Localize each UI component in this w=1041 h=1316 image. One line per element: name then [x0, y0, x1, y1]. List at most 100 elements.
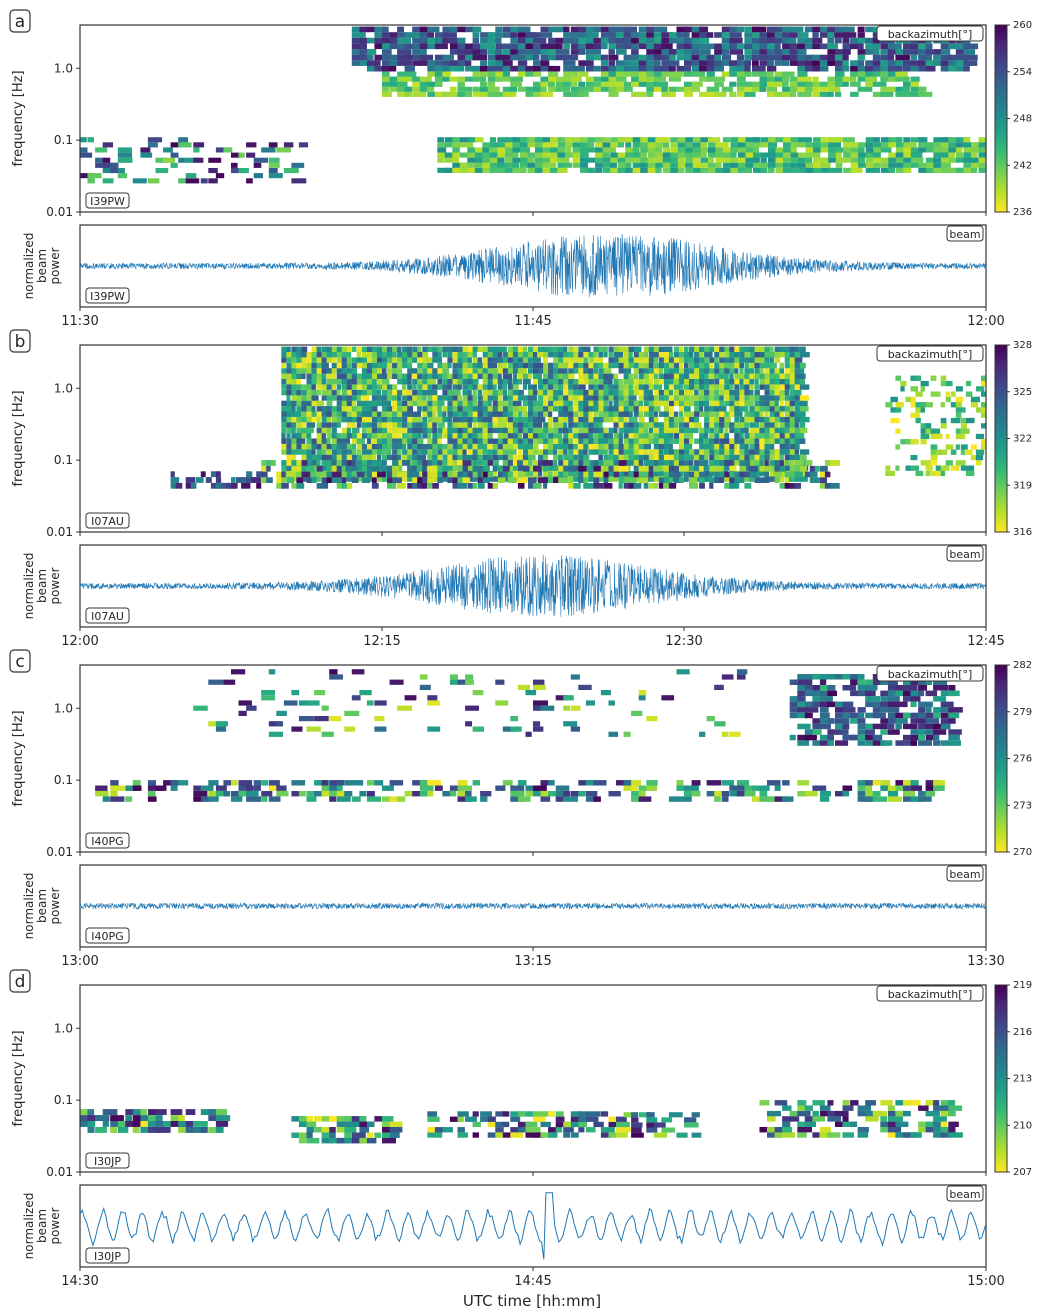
detection-cell: [281, 416, 289, 423]
detection-cell: [628, 433, 638, 439]
detection-cell: [925, 423, 932, 429]
detection-cell: [392, 384, 398, 390]
detection-cell: [694, 395, 703, 401]
detection-cell: [563, 721, 578, 727]
detection-cell: [857, 60, 865, 66]
detection-cell: [865, 137, 877, 143]
detection-cell: [903, 43, 916, 50]
detection-cell: [842, 32, 857, 38]
detection-cell: [835, 723, 847, 730]
detection-cell: [828, 167, 843, 173]
detection-cell: [480, 65, 488, 72]
x-tick-label: 12:00: [61, 634, 98, 649]
detection-cell: [940, 718, 955, 724]
detection-cell: [568, 346, 574, 352]
detection-cell: [402, 454, 413, 461]
detection-cell: [734, 416, 740, 423]
detection-cell: [578, 352, 585, 358]
detection-cell: [316, 379, 323, 385]
detection-cell: [522, 384, 528, 390]
beam-label-box: [946, 865, 984, 882]
detection-cell: [467, 422, 472, 428]
detection-cell: [447, 449, 453, 455]
detection-cell: [512, 357, 519, 363]
detection-cell: [356, 384, 364, 390]
detection-cell: [797, 26, 804, 33]
detection-cell: [570, 76, 582, 82]
detection-cell: [392, 416, 401, 423]
detection-cell: [452, 443, 461, 450]
detection-cell: [797, 690, 807, 697]
detection-cell: [631, 71, 641, 77]
detection-cell: [593, 416, 603, 423]
detection-cell: [963, 162, 977, 168]
detection-cell: [170, 1115, 180, 1121]
detection-cell: [613, 449, 623, 455]
detection-cell: [527, 162, 543, 168]
detection-cell: [673, 357, 684, 363]
detection-cell: [585, 65, 601, 72]
detection-cell: [543, 443, 550, 450]
detection-cell: [563, 454, 571, 461]
detection-cell: [797, 674, 810, 680]
detection-cell: [538, 422, 543, 428]
detection-cell: [610, 137, 623, 143]
detection-cell: [903, 91, 913, 97]
detection-cell: [326, 422, 332, 428]
detection-cell: [835, 674, 849, 680]
detection-cell: [570, 91, 584, 97]
detection-cell: [699, 384, 705, 390]
detection-cell: [784, 438, 794, 444]
detection-cell: [623, 454, 630, 461]
detection-cell: [623, 60, 636, 66]
detection-cell: [798, 137, 812, 143]
detection-cell: [382, 400, 392, 407]
detection-cell: [497, 389, 507, 396]
detection-cell: [706, 791, 720, 797]
detection-cell: [827, 701, 839, 708]
detection-cell: [887, 65, 903, 72]
colorbar: [994, 24, 1008, 213]
detection-cell: [887, 43, 902, 50]
detection-cell: [888, 152, 902, 158]
detection-cell: [638, 91, 647, 97]
detection-cell: [553, 433, 563, 439]
detection-cell: [336, 357, 343, 363]
detection-cell: [573, 379, 582, 385]
detection-cell: [789, 433, 797, 439]
detection-cell: [359, 791, 367, 797]
detection-cell: [558, 460, 568, 466]
detection-cell: [679, 400, 687, 407]
detection-cell: [890, 407, 900, 413]
detection-cell: [970, 396, 980, 403]
detection-cell: [387, 384, 393, 390]
detection-cell: [828, 137, 840, 143]
detection-cell: [555, 81, 567, 87]
detection-cell: [528, 438, 534, 444]
detection-cell: [193, 1127, 206, 1133]
detection-cell: [442, 362, 448, 369]
detection-cell: [253, 780, 261, 786]
detection-cell: [387, 449, 392, 455]
detection-cell: [653, 368, 663, 374]
detection-cell: [933, 60, 946, 66]
detection-cell: [568, 427, 573, 434]
detection-cell: [670, 162, 681, 168]
detection-cell: [507, 422, 517, 428]
detection-cell: [568, 384, 577, 390]
detection-cell: [633, 433, 640, 439]
detection-cell: [925, 690, 938, 697]
detection-cell: [452, 400, 459, 407]
detection-cell: [351, 427, 360, 434]
detection-cell: [540, 54, 550, 61]
detection-cell: [885, 470, 895, 477]
detection-cell: [412, 483, 418, 489]
detection-cell: [963, 43, 979, 50]
detection-cell: [749, 346, 756, 352]
detection-cell: [573, 438, 582, 444]
detection-cell: [981, 375, 986, 381]
detection-cell: [617, 142, 624, 148]
detection-cell: [346, 357, 352, 363]
detection-cell: [648, 373, 658, 379]
detection-cell: [578, 465, 587, 472]
